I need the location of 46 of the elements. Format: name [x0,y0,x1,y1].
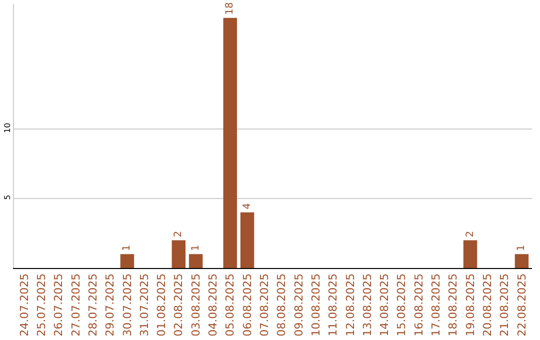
x-tick-label: 11.08.2025 [326,273,340,336]
bar [223,18,237,268]
x-tick-label: 31.07.2025 [138,273,151,336]
x-tick-label: 28.07.2025 [86,273,100,336]
x-tick-label: 16.08.2025 [412,273,426,336]
x-tick-label: 02.08.2025 [172,273,186,336]
data-label: 2 [173,230,184,238]
y-tick-label: 5 [2,194,12,200]
x-tick-label: 25.07.2025 [35,273,48,336]
bar [514,254,529,268]
x-tick-label: 26.07.2025 [52,273,66,336]
x-tick-label: 03.08.2025 [189,273,202,336]
x-tick-label: 04.08.2025 [206,273,220,336]
bar [120,254,134,268]
y-tick-label: 10 [2,122,12,133]
x-tick-label: 12.08.2025 [344,273,357,336]
x-tick-label: 14.08.2025 [378,273,392,336]
data-label: 18 [224,2,236,15]
data-label: 1 [516,244,528,252]
x-tick-label: 22.08.2025 [515,273,528,336]
x-tick-label: 24.07.2025 [18,273,31,336]
data-label: 1 [190,244,202,252]
x-tick-label: 05.08.2025 [224,273,237,336]
data-label: 4 [242,203,253,210]
x-tick-label: 17.08.2025 [430,273,443,336]
bar [188,254,203,268]
x-tick-label: 20.08.2025 [480,273,494,336]
x-tick-label: 15.08.2025 [395,273,408,336]
x-tick-label: 21.08.2025 [498,273,512,336]
x-tick-label: 10.08.2025 [309,273,322,336]
bar [463,240,478,268]
x-tick-label: 18.08.2025 [446,273,460,336]
bar [172,240,186,268]
bar [240,212,254,268]
x-tick-label: 19.08.2025 [464,273,477,336]
x-tick-label: 08.08.2025 [275,273,288,336]
x-tick-label: 27.07.2025 [69,273,82,336]
x-tick-label: 29.07.2025 [104,273,117,336]
data-label: 2 [464,230,476,238]
x-tick-label: 13.08.2025 [360,273,374,336]
x-tick-label: 01.08.2025 [155,273,168,336]
x-tick-label: 30.07.2025 [120,273,134,336]
data-label: 1 [122,244,133,252]
x-tick-label: 09.08.2025 [292,273,306,336]
x-tick-label: 06.08.2025 [240,273,254,336]
x-tick-label: 07.08.2025 [258,273,271,336]
